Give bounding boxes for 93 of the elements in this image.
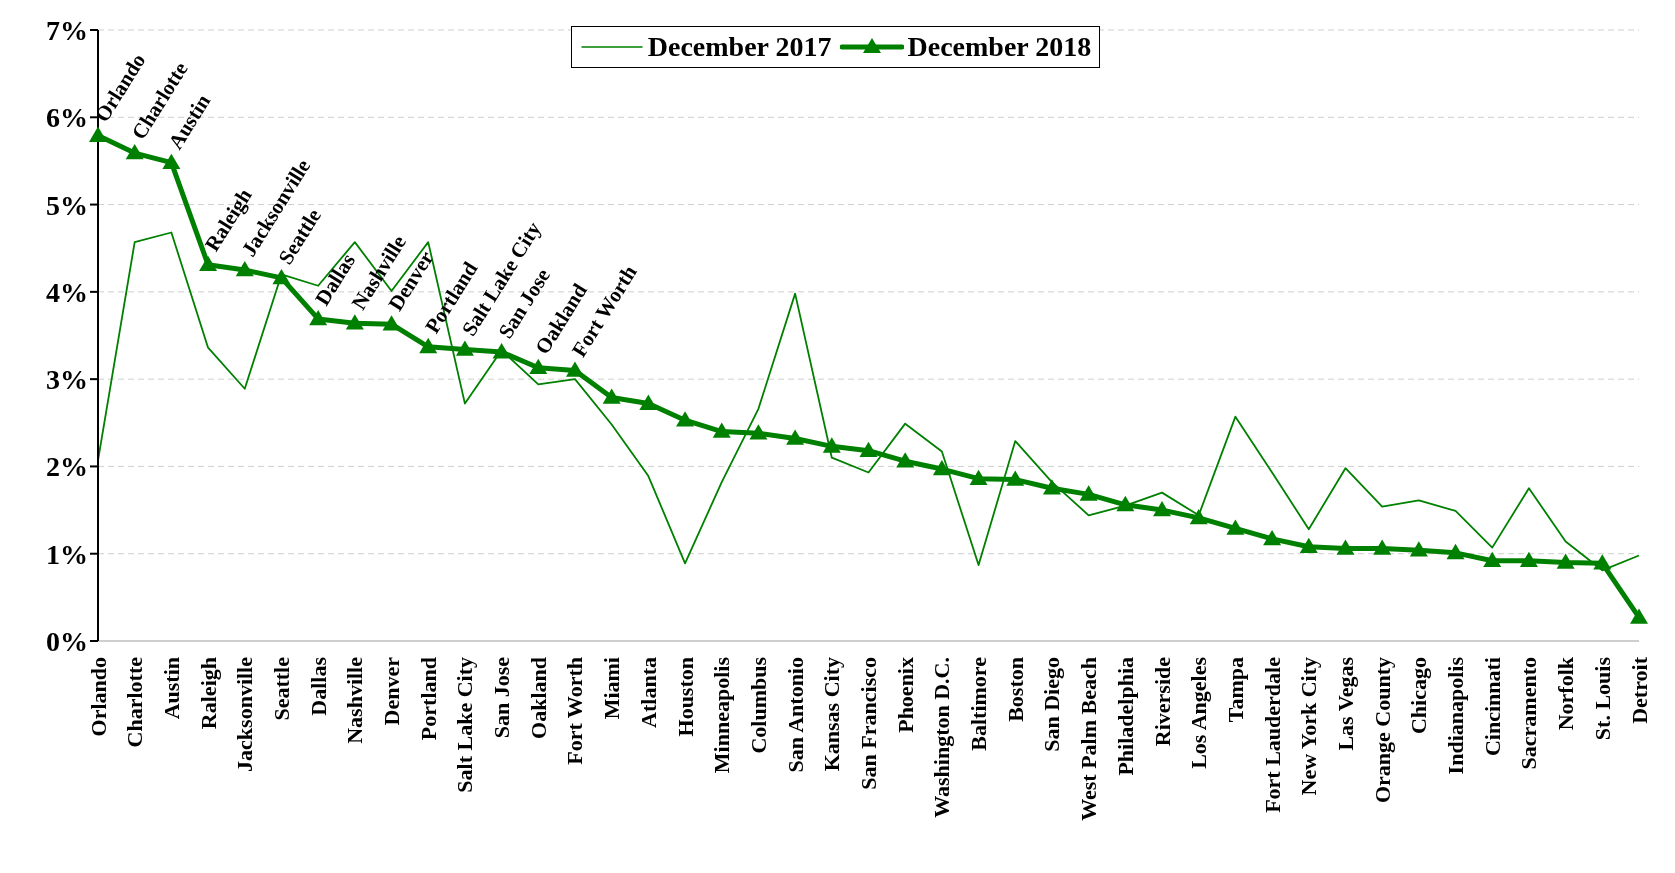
point <box>1189 508 1208 525</box>
legend-label: December 2018 <box>907 31 1092 63</box>
x-tick-label: Seattle <box>268 656 294 721</box>
x-tick-label: Houston <box>672 657 698 737</box>
point <box>676 411 695 427</box>
y-tick-label: 3% <box>46 364 88 396</box>
y-tick-label: 6% <box>46 102 88 134</box>
point <box>235 261 254 277</box>
x-tick-label: Riverside <box>1149 656 1175 747</box>
y-tick-label: 5% <box>46 189 88 221</box>
point <box>1336 539 1355 555</box>
point <box>1153 501 1172 517</box>
point <box>749 424 768 440</box>
x-tick-label: Charlotte <box>122 656 148 748</box>
y-tick-label: 2% <box>46 451 88 483</box>
point <box>932 460 951 476</box>
point <box>1483 551 1502 567</box>
x-tick-label: St. Louis <box>1589 656 1615 741</box>
x-tick-label: Nashville <box>342 656 368 744</box>
point <box>969 469 988 485</box>
point <box>455 340 474 356</box>
x-tick-label: Portland <box>415 657 441 741</box>
x-tick-label: Indianapolis <box>1443 656 1469 775</box>
x-tick-label: Chicago <box>1406 657 1432 734</box>
x-tick-label: Atlanta <box>635 657 661 728</box>
point <box>309 309 328 326</box>
x-tick-label: Minneapolis <box>709 656 735 774</box>
point <box>565 361 584 377</box>
y-tick-label: 1% <box>46 538 88 570</box>
point <box>199 255 218 272</box>
point <box>529 358 548 375</box>
point <box>419 337 438 354</box>
point <box>1556 553 1575 569</box>
x-tick-label: Washington D.C. <box>929 657 955 818</box>
x-tick-label: Orlando <box>85 657 111 737</box>
y-tick-label: 4% <box>46 276 88 308</box>
x-tick-label: San Diego <box>1039 657 1065 752</box>
point <box>89 126 107 142</box>
x-tick-label: Kansas City <box>819 657 845 772</box>
x-tick-label: Las Vegas <box>1332 656 1358 751</box>
x-tick-label: Los Angeles <box>1186 656 1212 769</box>
point <box>822 437 841 453</box>
x-tick-label: Norfolk <box>1553 656 1579 731</box>
point <box>1519 551 1538 567</box>
x-tick-label: Austin <box>158 657 184 720</box>
x-tick-label: Sacramento <box>1516 657 1542 770</box>
point <box>639 394 658 410</box>
y-tick-label: 0% <box>46 625 88 657</box>
x-tick-label: Denver <box>379 656 405 726</box>
point <box>1006 470 1025 486</box>
point <box>1226 519 1245 535</box>
x-tick-label: Detroit <box>1626 656 1652 724</box>
point <box>712 422 731 438</box>
x-tick-label: Phoenix <box>892 657 918 733</box>
x-tick-label: Orange County <box>1369 657 1395 804</box>
x-tick-label: Oakland <box>525 657 551 739</box>
x-tick-label: Dallas <box>305 656 331 716</box>
point <box>602 388 621 404</box>
point <box>1263 529 1282 546</box>
x-tick-label: Jacksonville <box>232 656 258 772</box>
x-tick-label: West Palm Beach <box>1076 657 1102 821</box>
x-tick-label: Baltimore <box>966 656 992 751</box>
point <box>859 441 878 458</box>
x-tick-label: San Francisco <box>856 657 881 790</box>
x-tick-label: Salt Lake City <box>452 657 478 793</box>
point <box>345 314 364 330</box>
point <box>1593 554 1612 570</box>
point <box>896 452 915 468</box>
x-tick-label: Miami <box>599 657 625 720</box>
point <box>272 268 291 285</box>
point <box>1079 485 1098 501</box>
legend-label: December 2017 <box>647 31 832 63</box>
x-tick-label: Cincinnati <box>1479 657 1505 757</box>
point <box>1409 541 1428 557</box>
point <box>125 144 144 160</box>
point <box>786 429 805 445</box>
x-tick-label: Columbus <box>745 656 771 754</box>
x-tick-label: Boston <box>1002 657 1028 722</box>
point <box>1446 543 1465 560</box>
point <box>1373 539 1392 555</box>
point <box>162 153 181 169</box>
x-tick-label: New York City <box>1296 657 1322 796</box>
x-tick-label: Fort Worth <box>562 657 588 765</box>
point <box>1042 479 1061 495</box>
y-tick-label: 7% <box>46 14 88 46</box>
x-tick-label: Philadelphia <box>1112 657 1138 776</box>
x-tick-label: San Antonio <box>782 657 808 773</box>
x-tick-label: Raleigh <box>195 657 221 730</box>
x-tick-label: Fort Lauderdale <box>1259 656 1285 813</box>
x-tick-label: Tampa <box>1222 657 1248 723</box>
point <box>1299 537 1318 554</box>
x-tick-label: San Jose <box>489 656 515 739</box>
point <box>1630 608 1648 624</box>
